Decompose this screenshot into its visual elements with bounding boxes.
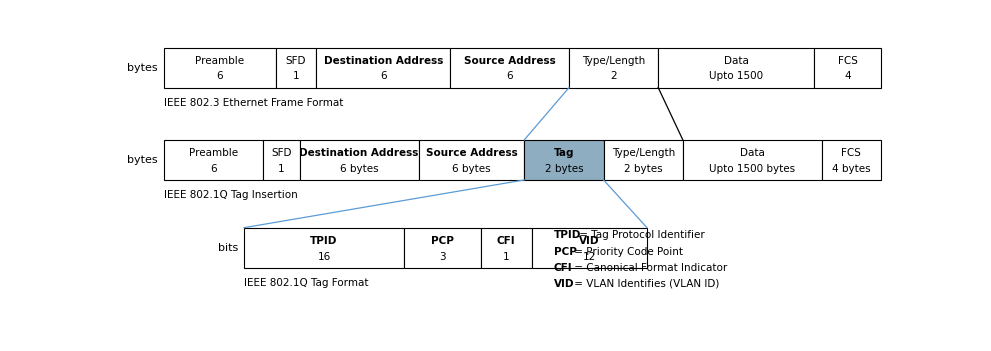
Bar (244, 228, 404, 268)
Text: Type/Length: Type/Length (582, 56, 645, 66)
Text: 2 bytes: 2 bytes (545, 164, 584, 174)
Text: bits: bits (218, 243, 238, 253)
Text: 1: 1 (278, 164, 284, 174)
Text: = Tag Protocol Identifier: = Tag Protocol Identifier (577, 230, 705, 240)
Text: Type/Length: Type/Length (611, 148, 675, 158)
Text: 4 bytes: 4 bytes (832, 164, 871, 174)
Text: Destination Address: Destination Address (324, 56, 443, 66)
Text: 6: 6 (210, 164, 217, 174)
Text: Data: Data (723, 56, 748, 66)
Bar (481, 228, 532, 268)
Bar (569, 47, 658, 87)
Text: Upto 1500: Upto 1500 (710, 71, 763, 81)
Text: 6 bytes: 6 bytes (452, 164, 491, 174)
Text: FCS: FCS (841, 148, 861, 158)
Text: 1: 1 (292, 71, 299, 81)
Bar (264, 140, 299, 180)
Bar (450, 47, 569, 87)
Bar (404, 228, 481, 268)
Bar (658, 47, 815, 87)
Text: PCP: PCP (554, 246, 577, 257)
Text: 2: 2 (610, 71, 617, 81)
Bar (299, 140, 418, 180)
Text: = VLAN Identifies (VLAN ID): = VLAN Identifies (VLAN ID) (571, 279, 719, 289)
Text: IEEE 802.1Q Tag Format: IEEE 802.1Q Tag Format (244, 278, 369, 288)
Text: PCP: PCP (431, 236, 454, 246)
Text: VID: VID (579, 236, 600, 246)
Bar (822, 140, 881, 180)
Text: Source Address: Source Address (425, 148, 517, 158)
Text: TPID: TPID (310, 236, 338, 246)
Text: bytes: bytes (128, 62, 158, 73)
Text: = Canonical Format Indicator: = Canonical Format Indicator (571, 263, 727, 273)
Text: IEEE 802.1Q Tag Insertion: IEEE 802.1Q Tag Insertion (165, 190, 298, 200)
Text: Data: Data (739, 148, 765, 158)
Text: 2 bytes: 2 bytes (624, 164, 663, 174)
Bar (316, 47, 450, 87)
Text: 16: 16 (317, 252, 331, 261)
Text: Source Address: Source Address (464, 56, 556, 66)
Bar (418, 140, 524, 180)
Text: Upto 1500 bytes: Upto 1500 bytes (710, 164, 795, 174)
Bar (275, 47, 316, 87)
Text: Destination Address: Destination Address (299, 148, 419, 158)
Text: Preamble: Preamble (195, 56, 245, 66)
Text: SFD: SFD (285, 56, 306, 66)
Text: 6: 6 (217, 71, 223, 81)
Text: 6: 6 (380, 71, 386, 81)
Text: IEEE 802.3 Ethernet Frame Format: IEEE 802.3 Ethernet Frame Format (165, 98, 344, 107)
Text: 4: 4 (844, 71, 851, 81)
Text: 12: 12 (583, 252, 596, 261)
Text: 6: 6 (506, 71, 513, 81)
Text: FCS: FCS (837, 56, 857, 66)
Text: TPID: TPID (554, 230, 582, 240)
Text: VID: VID (554, 279, 575, 289)
Text: CFI: CFI (496, 236, 515, 246)
Text: SFD: SFD (272, 148, 291, 158)
Bar (815, 47, 881, 87)
Bar (165, 47, 275, 87)
Text: CFI: CFI (554, 263, 573, 273)
Text: 6 bytes: 6 bytes (340, 164, 379, 174)
Text: bytes: bytes (128, 155, 158, 165)
Text: = Priority Code Point: = Priority Code Point (571, 246, 683, 257)
Text: 1: 1 (503, 252, 509, 261)
Text: Tag: Tag (554, 148, 574, 158)
Bar (683, 140, 822, 180)
Text: Preamble: Preamble (189, 148, 238, 158)
Bar (524, 140, 604, 180)
Bar (604, 140, 683, 180)
Text: 3: 3 (439, 252, 446, 261)
Bar (165, 140, 264, 180)
Bar (532, 228, 647, 268)
